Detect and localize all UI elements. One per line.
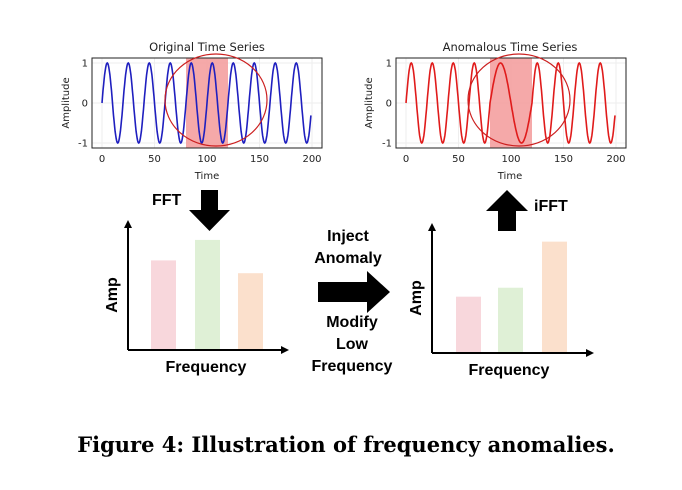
- inject-anomaly-arrow: Inject Anomaly Modify Low Frequency: [312, 228, 393, 375]
- y-axis-label: Amplitude: [364, 77, 375, 128]
- x-tick-label: 200: [302, 154, 321, 165]
- x-axis-arrow-icon: [586, 349, 594, 357]
- x-tick-label: 0: [99, 154, 105, 165]
- x-axis-arrow-icon: [281, 346, 289, 354]
- x-axis-label: Time: [497, 171, 522, 182]
- y-axis-label: Amplitude: [61, 77, 72, 128]
- y-tick-label: -1: [78, 139, 88, 150]
- x-tick-label: 150: [554, 154, 573, 165]
- x-tick-label: 50: [452, 154, 465, 165]
- anomaly-circle: [164, 53, 268, 147]
- y-axis-label: Amp: [104, 277, 121, 313]
- frequency-bar: [151, 260, 176, 350]
- down-arrow-icon: [189, 190, 230, 231]
- anomaly-label: Anomaly: [314, 250, 382, 267]
- x-tick-label: 100: [501, 154, 520, 165]
- figure-caption: Figure 4: Illustration of frequency anom…: [77, 432, 615, 457]
- y-axis-arrow-icon: [428, 223, 436, 231]
- fft-arrow: FFT: [152, 190, 230, 231]
- frequency-bar: [195, 239, 220, 350]
- y-tick-label: 0: [386, 99, 392, 110]
- signal-line: [101, 61, 312, 145]
- x-axis-label: Frequency: [166, 359, 247, 376]
- plot-title: Anomalous Time Series: [443, 40, 578, 54]
- x-tick-label: 150: [250, 154, 269, 165]
- frequency-bar: [542, 241, 567, 353]
- frequency-bar: [238, 273, 263, 350]
- signal-line: [405, 61, 616, 145]
- x-axis-label: Frequency: [469, 362, 550, 379]
- fft-label: FFT: [152, 192, 182, 209]
- low-label: Low: [336, 336, 369, 353]
- inject-label: Inject: [327, 228, 369, 245]
- y-tick-label: 1: [386, 59, 392, 70]
- x-tick-label: 100: [197, 154, 216, 165]
- frequency-bar: [498, 287, 523, 353]
- plot-frame: [395, 57, 627, 149]
- y-axis-label: Amp: [408, 280, 425, 316]
- y-tick-label: -1: [382, 139, 392, 150]
- ifft-label: iFFT: [534, 198, 568, 215]
- anomaly-circle: [467, 53, 571, 147]
- modify-label: Modify: [326, 314, 378, 331]
- right-arrow-icon: [318, 271, 390, 313]
- frequency-bar: [456, 296, 481, 353]
- plot-title: Original Time Series: [149, 40, 265, 54]
- ifft-arrow: iFFT: [486, 190, 568, 231]
- y-tick-label: 0: [82, 99, 88, 110]
- modified-spectrum-chart: Frequency Amp: [408, 223, 594, 379]
- original-time-series-plot: Original Time Series Time Amplitude 0 50 1…: [61, 40, 323, 182]
- original-spectrum-chart: Frequency Amp: [104, 220, 289, 376]
- x-tick-label: 50: [148, 154, 161, 165]
- plot-frame: [91, 57, 323, 149]
- x-tick-label: 200: [606, 154, 625, 165]
- anomalous-time-series-plot: Anomalous Time Series Time Amplitude 0 50…: [364, 40, 627, 182]
- up-arrow-icon: [486, 190, 528, 231]
- y-axis-arrow-icon: [124, 220, 132, 228]
- x-axis-label: Time: [194, 171, 219, 182]
- y-tick-label: 1: [82, 59, 88, 70]
- x-tick-label: 0: [403, 154, 409, 165]
- frequency-label: Frequency: [312, 358, 393, 375]
